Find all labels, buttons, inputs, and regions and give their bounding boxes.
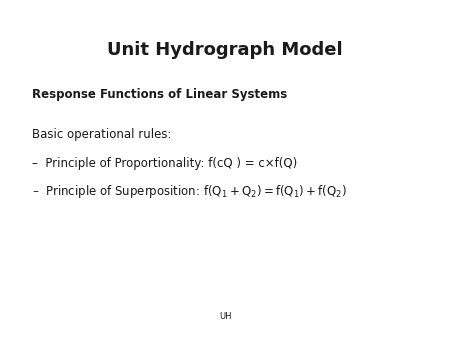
Text: –  Principle of Superposition: $\mathregular{f(Q_1+Q_2) = f(Q_1) + f(Q_2)}$: – Principle of Superposition: $\mathregu… (32, 183, 346, 199)
Text: Basic operational rules:: Basic operational rules: (32, 128, 171, 141)
Text: –  Principle of Proportionality: f(cQ ) = c×f(Q): – Principle of Proportionality: f(cQ ) =… (32, 157, 297, 170)
Text: Response Functions of Linear Systems: Response Functions of Linear Systems (32, 88, 287, 101)
Text: Unit Hydrograph Model: Unit Hydrograph Model (107, 41, 343, 58)
Text: UH: UH (219, 312, 231, 321)
